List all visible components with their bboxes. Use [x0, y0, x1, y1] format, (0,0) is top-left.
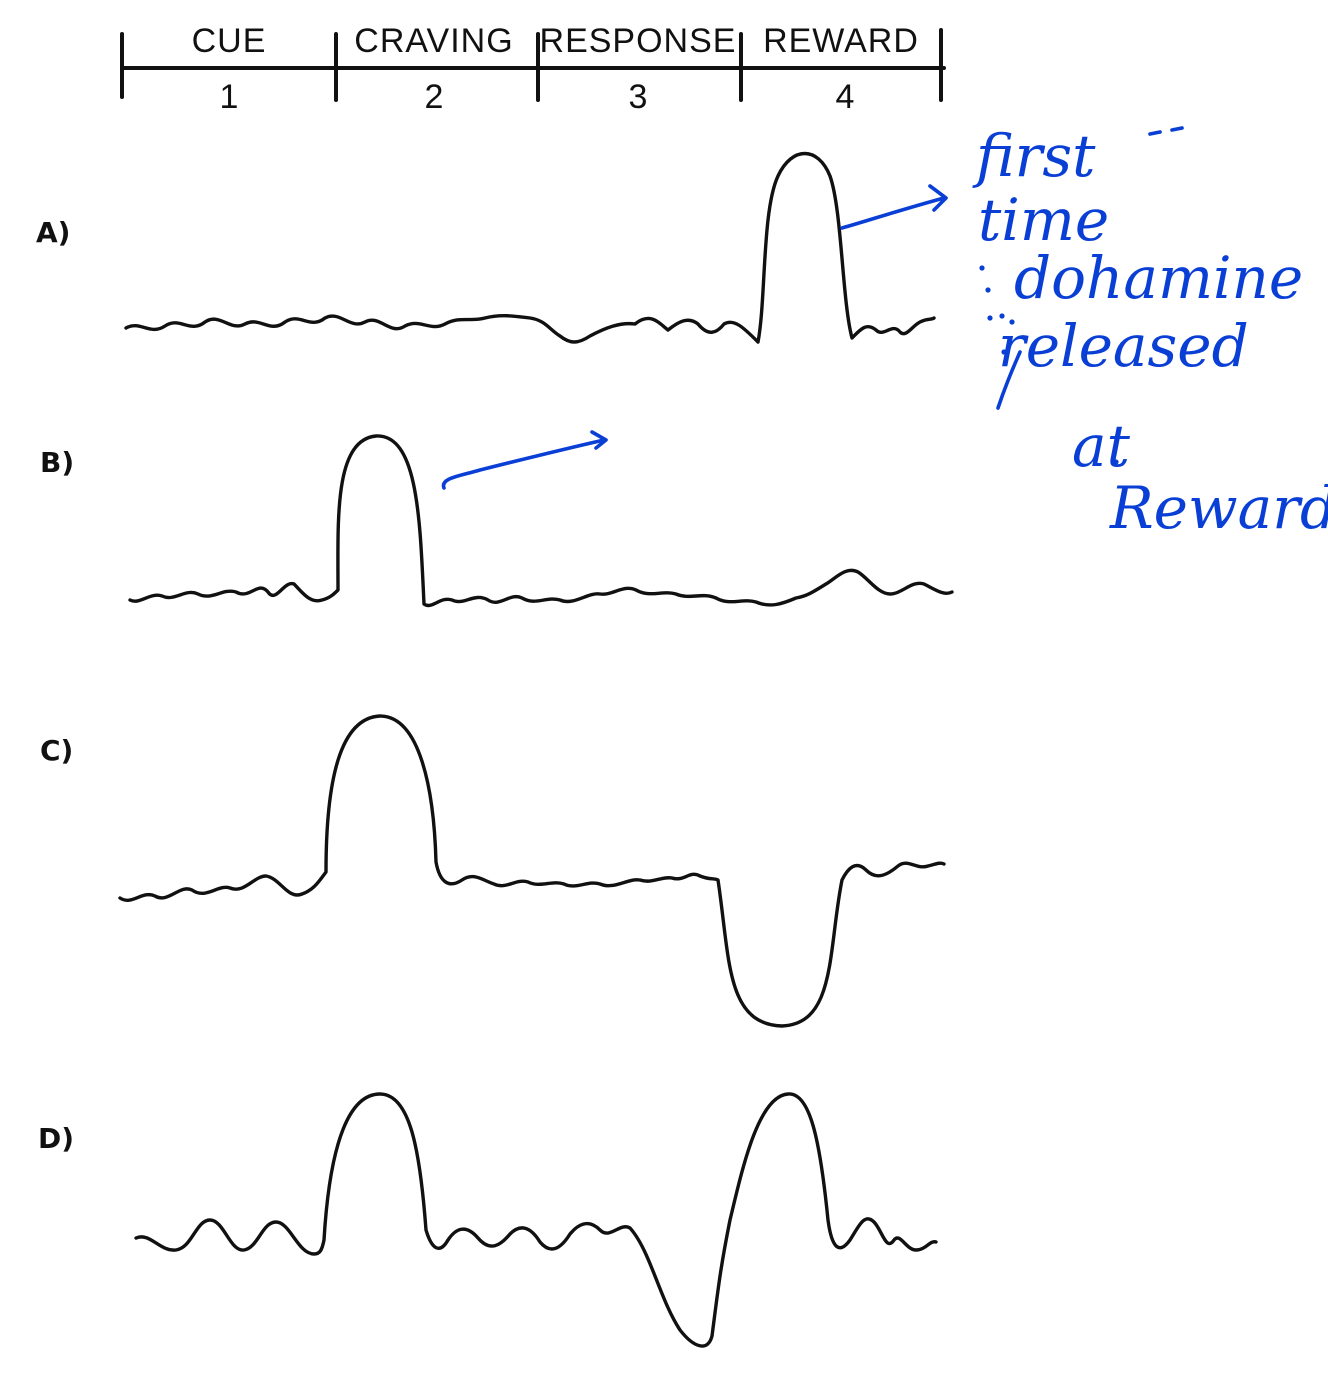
ink-dot — [1009, 319, 1015, 325]
phase-number-4: 4 — [836, 78, 855, 116]
row-label-d: D) — [38, 1122, 74, 1155]
row-label-a: A) — [36, 216, 70, 249]
annotation-arrow-b — [441, 430, 608, 490]
trace-a — [124, 151, 936, 344]
row-label-b: B) — [40, 446, 74, 479]
trace-c — [118, 714, 946, 1028]
ink-dot — [987, 315, 993, 321]
phase-number-3: 3 — [629, 78, 648, 116]
phase-label-reward: REWARD — [763, 22, 919, 60]
timeline: CUE CRAVING RESPONSE REWARD 1 2 3 4 — [120, 22, 946, 116]
trace-d — [134, 1092, 938, 1348]
ink-dot — [1113, 459, 1119, 465]
annotation-dashes — [1148, 126, 1184, 136]
phase-number-1: 1 — [220, 78, 239, 116]
phase-number-2: 2 — [425, 78, 444, 116]
phase-label-response: RESPONSE — [540, 22, 737, 60]
ink-dot — [979, 265, 985, 271]
handwritten-annotation: first time dohamine released at Reward — [441, 122, 1328, 542]
annotation-arrow-a — [840, 184, 948, 230]
ink-dot — [1001, 349, 1007, 355]
annotation-line-5: at — [1072, 412, 1131, 480]
ink-dot — [999, 313, 1005, 319]
annotation-line-1: first — [972, 122, 1096, 190]
annotation-line-4: released — [998, 312, 1249, 380]
phase-label-craving: CRAVING — [354, 22, 513, 60]
ink-dot — [985, 287, 991, 293]
annotation-line-3: dohamine — [1014, 244, 1303, 312]
annotation-line-2: time — [978, 186, 1109, 254]
annotation-line-6: Reward — [1109, 474, 1328, 542]
row-label-c: C) — [40, 734, 73, 767]
phase-label-cue: CUE — [192, 22, 267, 60]
annotation-stroke — [996, 350, 1022, 410]
trace-b — [128, 434, 954, 608]
